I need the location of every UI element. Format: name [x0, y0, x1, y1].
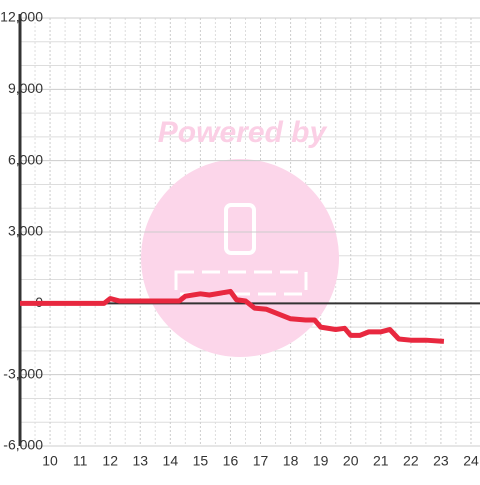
- y-tick-label: -6,000: [3, 437, 43, 453]
- x-tick-label: 15: [193, 453, 209, 469]
- x-tick-label: 21: [373, 453, 389, 469]
- x-tick-label: 23: [433, 453, 449, 469]
- watermark-text: Powered by: [158, 116, 328, 149]
- x-tick-label: 11: [73, 453, 88, 469]
- x-tick-label: 24: [463, 453, 479, 469]
- y-tick-label: -3,000: [3, 365, 43, 381]
- y-tick-label: 6,000: [8, 151, 43, 167]
- x-tick-label: 19: [313, 453, 329, 469]
- x-tick-label: 16: [223, 453, 239, 469]
- y-tick-label: 12,000: [0, 9, 43, 25]
- y-tick-label: 9,000: [8, 80, 43, 96]
- x-tick-label: 12: [102, 453, 118, 469]
- x-tick-label: 14: [163, 453, 179, 469]
- x-tick-label: 18: [283, 453, 299, 469]
- y-tick-label: 3,000: [8, 223, 43, 239]
- x-tick-label: 22: [403, 453, 419, 469]
- x-tick-label: 13: [132, 453, 148, 469]
- watermark-logo: [141, 159, 339, 357]
- x-tick-label: 17: [253, 453, 269, 469]
- x-tick-label: 20: [343, 453, 359, 469]
- data-line: [20, 288, 445, 344]
- x-tick-label: 10: [42, 453, 58, 469]
